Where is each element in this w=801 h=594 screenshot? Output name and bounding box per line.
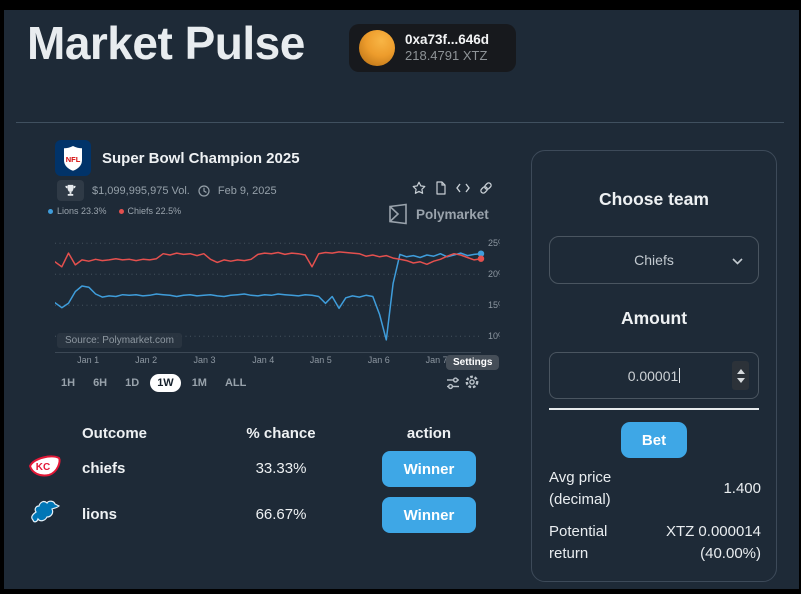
market-date: Feb 9, 2025 [217, 184, 277, 197]
amount-value: 0.00001 [627, 367, 679, 384]
bet-button[interactable]: Bet [621, 422, 687, 458]
star-icon[interactable] [412, 181, 426, 195]
chart-area[interactable]: 25% 20% 15% 10% Jan 1 Jan 2 Jan 3 Jan 4 Jan 5 Jan… [54, 237, 506, 367]
card-divider [549, 408, 759, 410]
potential-return-value: XTZ 0.000014 (40.00%) [665, 523, 761, 562]
wallet-pill[interactable]: 0xa73f...646d 218.4791 XTZ [349, 24, 516, 72]
amount-heading: Amount [620, 308, 688, 328]
app-background [4, 10, 799, 589]
widget-toolbar [412, 181, 493, 195]
avg-price-value: 1.400 [723, 480, 761, 498]
wallet-avatar [359, 30, 395, 66]
svg-text:Jan 4: Jan 4 [252, 355, 274, 365]
chart-source-note: Source: Polymarket.com [57, 333, 182, 348]
team-select[interactable]: Chiefs [549, 236, 759, 284]
polymarket-brand-name: Polymarket [416, 206, 489, 222]
svg-text:Jan 3: Jan 3 [193, 355, 215, 365]
svg-text:KC: KC [36, 462, 50, 473]
market-stats-row: $1,099,995,975 Vol. Feb 9, 2025 [57, 180, 277, 201]
document-icon[interactable] [435, 181, 447, 195]
legend-label-chiefs: Chiefs 22.5% [127, 206, 182, 216]
lions-logo-icon [28, 496, 62, 526]
price-chart: 25% 20% 15% 10% Jan 1 Jan 2 Jan 3 Jan 4 Jan 5 Jan… [54, 238, 506, 365]
lions-dot-icon [48, 208, 53, 214]
range-button-1h[interactable]: 1H [61, 377, 76, 389]
polymarket-logo-icon [389, 203, 407, 225]
chance-column-header: % chance [246, 425, 316, 442]
step-down-icon[interactable] [736, 377, 745, 383]
wallet-address: 0xa73f...646d [405, 31, 490, 47]
gear-icon[interactable] [464, 374, 480, 390]
nfl-logo-icon: NFL [55, 140, 91, 176]
clock-icon [198, 184, 210, 197]
svg-text:10%: 10% [488, 331, 500, 341]
settings-tooltip: Settings [446, 355, 500, 370]
amount-stepper[interactable] [732, 361, 749, 390]
tune-icon[interactable] [446, 377, 460, 390]
svg-text:15%: 15% [488, 300, 500, 310]
range-button-1w[interactable]: 1W [150, 374, 181, 392]
range-buttons: 1H 6H 1D 1W 1M ALL [54, 372, 253, 394]
choose-team-heading: Choose team [599, 189, 709, 209]
potential-return-row: Potential return XTZ 0.000014 (40.00%) [549, 515, 761, 571]
range-button-1d[interactable]: 1D [125, 377, 140, 389]
legend-item-lions: Lions 23.3% [48, 206, 107, 216]
text-caret [679, 368, 681, 383]
avg-price-row: Avg price (decimal) 1.400 [549, 464, 761, 514]
team-name-chiefs: chiefs [82, 460, 126, 477]
action-column-header: action [406, 425, 452, 442]
svg-text:25%: 25% [488, 238, 500, 248]
svg-text:Jan 1: Jan 1 [77, 355, 99, 365]
chart-legend: Lions 23.3% Chiefs 22.5% [48, 206, 181, 216]
svg-text:Jan 5: Jan 5 [310, 355, 332, 365]
amount-input[interactable]: 0.00001 [549, 352, 759, 399]
team-select-value: Chiefs [634, 252, 674, 268]
embed-code-icon[interactable] [456, 182, 470, 194]
range-button-6h[interactable]: 6H [93, 377, 108, 389]
range-button-all[interactable]: ALL [224, 377, 247, 389]
chiefs-logo-icon: KC [28, 453, 62, 479]
winner-button-chiefs[interactable]: Winner [382, 451, 476, 487]
chance-value-lions: 66.67% [255, 506, 307, 523]
header-divider [16, 122, 784, 123]
polymarket-brand[interactable]: Polymarket [387, 203, 489, 225]
svg-text:NFL: NFL [66, 155, 81, 164]
chevron-down-icon [732, 258, 743, 265]
wallet-balance: 218.4791 XTZ [405, 48, 488, 64]
market-title: Super Bowl Champion 2025 [102, 150, 300, 167]
link-icon[interactable] [479, 181, 493, 195]
chiefs-dot-icon [118, 208, 124, 214]
legend-label-lions: Lions 23.3% [57, 206, 107, 216]
svg-text:Jan 6: Jan 6 [368, 355, 390, 365]
bet-panel: Choose team Chiefs Amount 0.00001 Bet Av… [531, 150, 777, 582]
winner-button-lions[interactable]: Winner [382, 497, 476, 533]
team-name-lions: lions [82, 506, 118, 523]
step-up-icon[interactable] [736, 368, 745, 374]
svg-text:Jan 2: Jan 2 [135, 355, 157, 365]
chance-value-chiefs: 33.33% [255, 460, 307, 477]
legend-item-chiefs: Chiefs 22.5% [118, 206, 182, 216]
page-title: Market Pulse [27, 17, 305, 69]
svg-text:20%: 20% [488, 269, 500, 279]
svg-text:Jan 7: Jan 7 [426, 355, 448, 365]
potential-return-label: Potential return [549, 523, 608, 562]
avg-price-label: Avg price (decimal) [549, 469, 612, 508]
market-volume: $1,099,995,975 Vol. [92, 184, 190, 197]
trophy-icon [57, 180, 84, 201]
outcome-column-header: Outcome [82, 425, 148, 442]
wallet-texts: 0xa73f...646d 218.4791 XTZ [405, 31, 489, 65]
range-button-1m[interactable]: 1M [191, 377, 207, 389]
